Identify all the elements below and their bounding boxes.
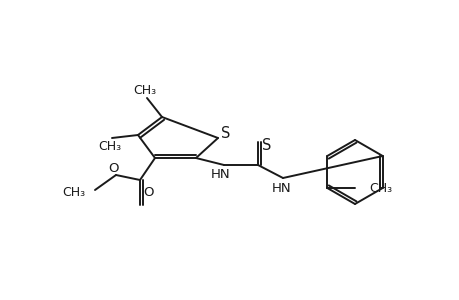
Text: CH₃: CH₃ [62,185,85,199]
Text: S: S [262,137,271,152]
Text: S: S [221,125,230,140]
Text: O: O [143,186,154,199]
Text: CH₃: CH₃ [133,83,156,97]
Text: HN: HN [211,169,230,182]
Text: O: O [108,161,119,175]
Text: HN: HN [272,182,291,194]
Text: CH₃: CH₃ [369,182,392,194]
Text: CH₃: CH₃ [98,140,121,152]
